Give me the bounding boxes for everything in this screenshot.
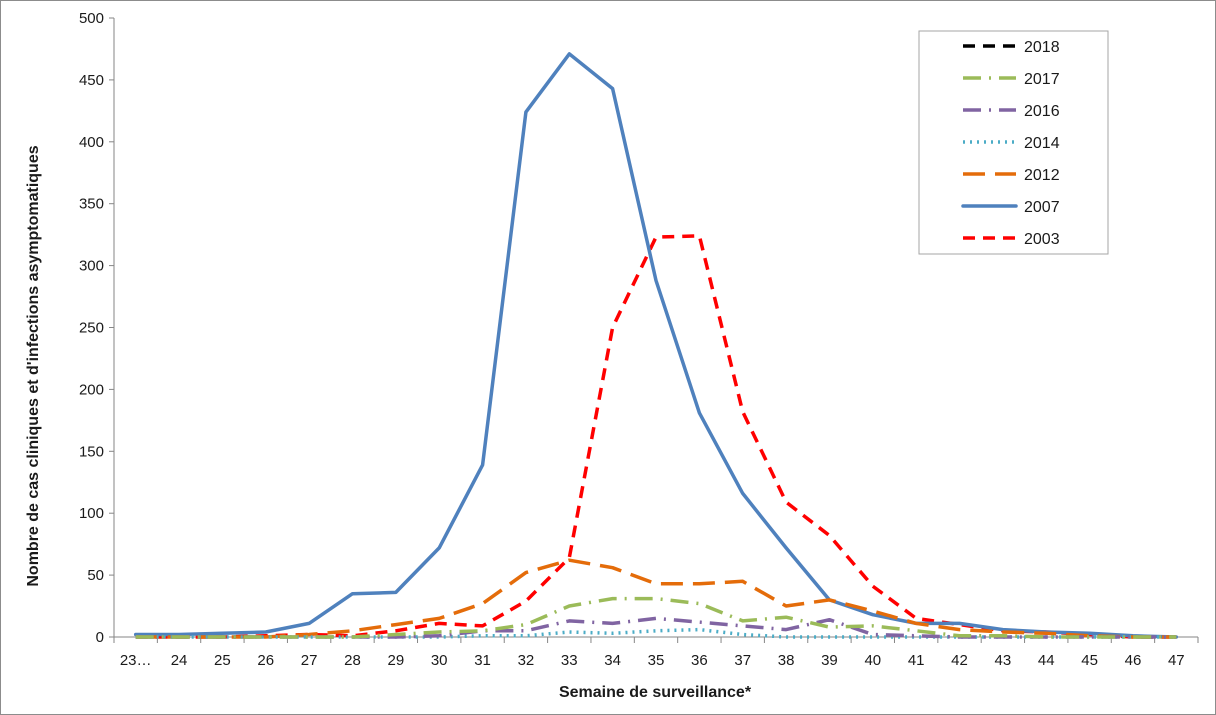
- series-line-2003: [135, 234, 1177, 639]
- x-tick-label: 34: [604, 652, 621, 669]
- x-tick-label: 42: [951, 652, 968, 669]
- x-tick-label: 32: [518, 652, 535, 669]
- x-tick-label: 28: [344, 652, 361, 669]
- x-tick-label: 44: [1038, 652, 1055, 669]
- x-tick-label: 40: [864, 652, 881, 669]
- y-tick-label: 300: [79, 258, 104, 275]
- legend-item-2003: 2003: [963, 231, 1060, 248]
- x-tick-label: 27: [301, 652, 318, 669]
- x-axis: 23… 24 25 26 27 28 29 30 31 32 33 34 35 36 37 38 39 40 41 4…: [113, 636, 1199, 669]
- legend-item-2016: 2016: [963, 103, 1060, 120]
- x-tick-label: 39: [821, 652, 838, 669]
- x-tick-label: 31: [474, 652, 491, 669]
- legend-item-2012: 2012: [963, 167, 1060, 184]
- x-tick-label: 38: [778, 652, 795, 669]
- x-tick-label: 23…: [120, 652, 152, 669]
- y-tick-label: 450: [79, 72, 104, 89]
- legend-label: 2018: [1024, 39, 1060, 56]
- y-tick-label: 200: [79, 381, 104, 398]
- series-line-2012: [135, 558, 1177, 639]
- legend-label: 2007: [1024, 199, 1060, 216]
- x-tick-label: 45: [1081, 652, 1098, 669]
- legend-item-2017: 2017: [963, 71, 1060, 88]
- y-tick-label: 250: [79, 320, 104, 337]
- legend: 2018 2017 2016 2014 2012 2007 2003: [918, 30, 1109, 255]
- x-tick-label: 25: [214, 652, 231, 669]
- y-tick-label: 50: [87, 567, 104, 584]
- x-tick-label: 41: [908, 652, 925, 669]
- y-tick-label: 0: [96, 629, 104, 646]
- x-tick-label: 43: [995, 652, 1012, 669]
- y-tick-label: 150: [79, 443, 104, 460]
- x-tick-label: 46: [1125, 652, 1142, 669]
- x-tick-label: 29: [387, 652, 404, 669]
- legend-label: 2012: [1024, 167, 1060, 184]
- series-line-2007: [133, 52, 1179, 639]
- y-axis-title: Nombre de cas cliniques et d'infections …: [25, 145, 42, 586]
- y-tick-label: 100: [79, 505, 104, 522]
- legend-label: 2016: [1024, 103, 1060, 120]
- x-tick-label: 47: [1168, 652, 1185, 669]
- series-layer: [133, 52, 1179, 639]
- x-tick-label: 36: [691, 652, 708, 669]
- x-tick-label: 35: [648, 652, 665, 669]
- legend-item-2014: 2014: [963, 135, 1060, 152]
- x-axis-title: Semaine de surveillance*: [559, 684, 752, 701]
- series-line-2017: [135, 596, 1177, 639]
- x-tick-label: 33: [561, 652, 578, 669]
- y-tick-label: 350: [79, 196, 104, 213]
- series-2007: [133, 52, 1179, 639]
- legend-item-2007: 2007: [961, 199, 1060, 216]
- y-axis: 0 50 100 150 200 250 300 350 400 450 500: [79, 10, 115, 646]
- x-tick-label: 24: [171, 652, 188, 669]
- legend-label: 2017: [1024, 71, 1060, 88]
- y-tick-label: 500: [79, 10, 104, 27]
- legend-item-2018: 2018: [963, 39, 1060, 56]
- series-2012: [135, 558, 1177, 639]
- y-tick-label: 400: [79, 134, 104, 151]
- x-tick-label: 26: [257, 652, 274, 669]
- legend-label: 2003: [1024, 231, 1060, 248]
- legend-label: 2014: [1024, 135, 1060, 152]
- x-tick-label: 30: [431, 652, 448, 669]
- series-2017: [135, 596, 1177, 639]
- series-2003: [135, 234, 1177, 639]
- x-tick-label: 37: [734, 652, 751, 669]
